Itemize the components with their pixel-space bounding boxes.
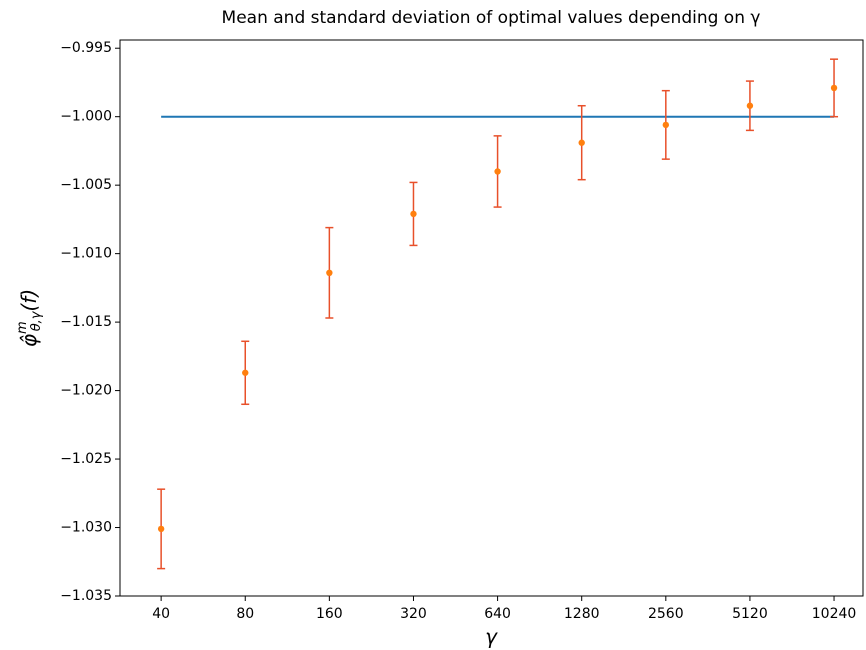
x-tick-label: 320 [400, 606, 427, 622]
y-tick-label: −0.995 [60, 40, 112, 56]
y-label-sub: θ,γ [29, 310, 44, 331]
y-tick-label: −1.025 [60, 451, 112, 467]
y-tick-label: −1.005 [60, 177, 112, 193]
chart-title: Mean and standard deviation of optimal v… [222, 8, 761, 28]
point [830, 84, 838, 92]
y-tick-label: −1.015 [60, 314, 112, 330]
x-tick-label: 10240 [812, 606, 857, 622]
point [410, 210, 417, 218]
y-label-base: φ̂ [17, 334, 41, 347]
y-label-sup: m [15, 321, 30, 334]
y-tick-label: −1.035 [60, 588, 112, 604]
y-axis-label: φ̂mθ,γ(f) [15, 289, 44, 347]
x-tick-label: 1280 [564, 606, 600, 622]
x-tick-label: 40 [152, 606, 170, 622]
x-tick-label: 160 [316, 606, 343, 622]
x-axis-label: γ [485, 625, 498, 649]
x-tick-label: 80 [236, 606, 254, 622]
x-tick-label: 5120 [732, 606, 768, 622]
point [746, 102, 754, 109]
y-label-arg: (f) [17, 289, 41, 312]
y-tick-label: −1.030 [60, 520, 112, 536]
point [494, 168, 501, 175]
point [578, 139, 585, 146]
point [326, 269, 333, 277]
y-tick-label: −1.000 [60, 109, 112, 125]
point [157, 525, 165, 533]
y-tick-label: −1.020 [60, 383, 112, 399]
plot-frame [119, 39, 864, 597]
x-tick-label: 640 [484, 606, 511, 622]
y-tick-label: −1.010 [60, 246, 112, 262]
x-tick-label: 2560 [648, 606, 684, 622]
point [242, 369, 249, 376]
point [662, 121, 670, 129]
